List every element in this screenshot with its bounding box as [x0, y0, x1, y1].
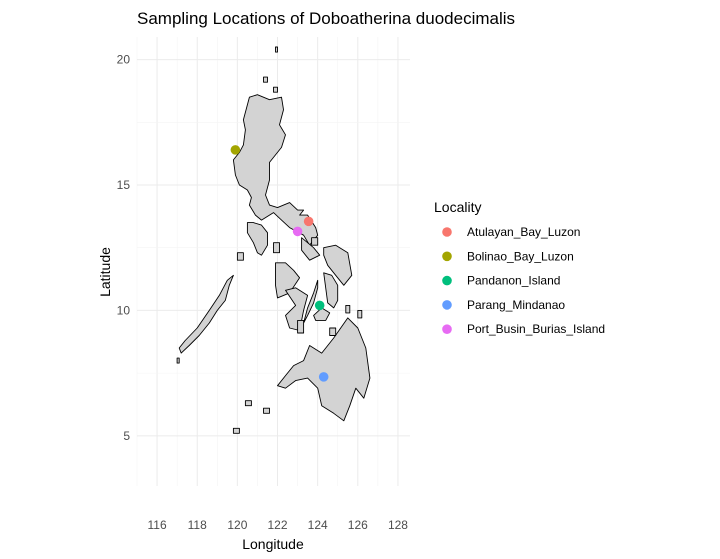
x-tick-label: 118	[188, 518, 207, 532]
land-polygon	[357, 309, 363, 319]
locality-point	[230, 145, 241, 155]
land-polygon	[285, 287, 309, 331]
land-polygon	[329, 327, 337, 336]
land-polygon	[313, 307, 331, 321]
x-tick-label: 124	[308, 518, 328, 532]
chart-title: Sampling Locations of Doboatherina duode…	[137, 9, 515, 28]
x-axis-ticks: 116 118 120 122 124 126 128	[148, 518, 409, 532]
land-polygon	[246, 222, 268, 256]
locality-point	[318, 372, 329, 382]
legend-label: Port_Busin_Burias_Island	[467, 322, 605, 336]
land-polygon	[232, 94, 319, 246]
land-polygon	[277, 317, 371, 422]
legend-title: Locality	[434, 199, 481, 215]
land-polygon	[263, 76, 268, 83]
legend-key	[442, 300, 452, 310]
legend-label: Bolinao_Bay_Luzon	[467, 249, 574, 263]
land-polygon	[263, 407, 270, 414]
x-axis-label: Longitude	[242, 536, 304, 552]
x-tick-label: 126	[348, 518, 368, 532]
land-polygon	[244, 400, 252, 407]
land-polygon	[176, 357, 180, 364]
land-polygon	[178, 274, 234, 354]
land-polygon	[297, 319, 305, 334]
land-polygon	[273, 86, 278, 93]
y-tick-label: 5	[123, 429, 130, 443]
x-tick-label: 116	[148, 518, 167, 532]
land-polygon	[323, 272, 339, 309]
land-polygon	[323, 244, 353, 286]
locality-point	[314, 300, 325, 311]
land-polygon	[345, 304, 351, 314]
legend-key	[442, 324, 452, 335]
legend: Locality Atulayan_Bay_Luzon Bolinao_Bay_L…	[434, 199, 605, 336]
legend-label: Parang_Mindanao	[467, 298, 565, 312]
locality-points	[230, 145, 329, 382]
y-axis-ticks: 5 10 15 20	[117, 53, 131, 443]
locality-point	[292, 226, 303, 237]
legend-key	[442, 275, 452, 286]
y-tick-label: 15	[117, 178, 131, 192]
land-polygon	[273, 242, 280, 254]
land-polygon	[303, 279, 319, 324]
land-polygon	[236, 252, 244, 261]
land-polygon	[275, 46, 278, 53]
legend-key	[442, 251, 452, 262]
y-axis-label: Latitude	[97, 247, 113, 297]
y-tick-label: 20	[117, 53, 131, 67]
land-polygon	[301, 237, 321, 261]
x-tick-label: 120	[227, 518, 247, 532]
land-polygon	[232, 427, 240, 434]
locality-point	[303, 216, 314, 227]
land-polygon	[275, 262, 301, 299]
legend-label: Atulayan_Bay_Luzon	[467, 225, 580, 239]
legend-label: Pandanon_Island	[467, 274, 560, 288]
legend-key	[442, 227, 452, 237]
land-polygon	[311, 237, 319, 246]
x-tick-label: 122	[267, 518, 287, 532]
y-tick-label: 10	[117, 303, 131, 317]
x-tick-label: 128	[388, 518, 408, 532]
philippines-landmass	[176, 46, 371, 434]
